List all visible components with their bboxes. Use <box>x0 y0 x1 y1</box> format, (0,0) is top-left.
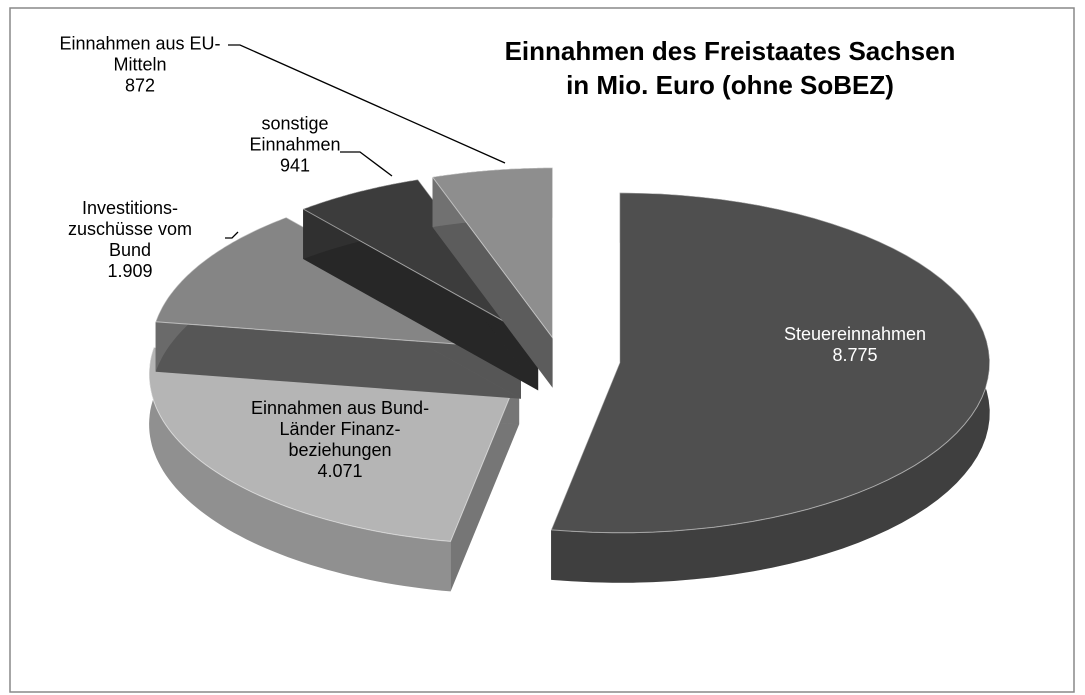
slice-shade <box>155 321 521 399</box>
slice-shade <box>149 347 451 592</box>
category-label: Einnahmen aus EU-Mitteln <box>59 33 221 75</box>
chart-title: Einnahmen des Freistaates Sachsen in Mio… <box>504 36 956 100</box>
slice-top <box>302 179 539 341</box>
value-label: 872 <box>124 75 156 96</box>
slice-top <box>550 192 991 534</box>
slice-side <box>303 209 539 391</box>
value-label: 4.071 <box>317 461 363 481</box>
slice-top <box>148 346 520 542</box>
value-label: 8.775 <box>832 345 878 365</box>
leader-line <box>340 151 393 177</box>
data-label: Einnahmen aus Bund-Länder Finanz-beziehu… <box>250 398 430 482</box>
slice-side <box>450 374 520 592</box>
slice-top <box>431 167 554 340</box>
pie-slice <box>550 192 991 583</box>
slice-shade <box>432 177 553 388</box>
data-label: sonstige Einnahmen 941 <box>240 114 350 177</box>
slice-shade <box>450 374 520 592</box>
value-label: 941 <box>279 155 311 176</box>
value-label: 1.909 <box>107 261 153 281</box>
leader-line <box>228 44 506 164</box>
data-label: Investitions-zuschüsse vom Bund 1.909 <box>45 198 215 282</box>
category-label: Investitions-zuschüsse vom Bund <box>67 198 193 260</box>
category-label: Einnahmen aus Bund-Länder Finanz-beziehu… <box>250 398 430 460</box>
leader-line <box>225 231 239 239</box>
category-label: sonstige Einnahmen <box>249 113 341 155</box>
pie-slice <box>431 167 554 388</box>
category-label: Steuereinnahmen <box>783 324 927 344</box>
data-label: Steuereinnahmen 8.775 <box>780 324 930 366</box>
slice-shade <box>303 209 539 391</box>
slice-side <box>155 321 521 399</box>
slice-side <box>149 347 451 592</box>
data-label: Einnahmen aus EU-Mitteln 872 <box>50 34 230 97</box>
slice-side <box>432 177 553 388</box>
